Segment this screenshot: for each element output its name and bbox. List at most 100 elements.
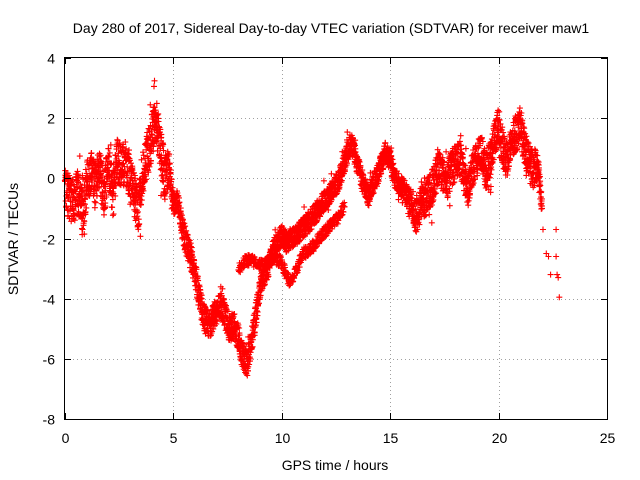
data-point [265,273,272,280]
data-point [195,277,202,284]
data-point [107,141,114,148]
data-point [253,319,260,326]
data-point [79,187,86,194]
data-point [98,200,105,207]
data-point [111,167,118,174]
data-point [554,271,561,278]
data-point [151,77,158,84]
data-point [428,219,435,226]
data-point [134,208,141,215]
data-point [344,160,350,167]
data-point [126,147,132,154]
data-point [193,266,200,273]
data-point [155,118,162,125]
x-tick-label: 15 [383,430,399,446]
data-point [235,321,242,328]
data-point [333,191,340,198]
data-point [151,104,158,111]
data-point [122,139,129,145]
data-point [328,196,335,203]
data-point [149,131,156,138]
data-point [161,196,168,203]
data-point [88,150,95,156]
data-points [61,77,563,379]
data-point [83,204,90,211]
data-point [151,83,157,90]
data-point [157,126,164,133]
data-point [344,129,351,136]
data-point [553,226,560,233]
data-point [140,187,147,194]
data-point [304,230,311,237]
data-point [129,167,136,174]
data-point [241,341,248,348]
data-point [236,325,243,331]
data-point [146,163,153,170]
data-point [81,218,88,225]
data-point [91,198,98,205]
data-point [176,199,183,206]
y-tick-label: -8 [43,412,56,428]
data-point [540,226,546,233]
data-point [74,168,81,175]
data-point [140,149,146,156]
data-point [77,181,84,187]
data-point [79,226,86,233]
data-point [134,213,141,220]
data-point [120,160,127,167]
y-tick-label: -6 [43,352,56,368]
data-point [221,301,228,308]
data-point [158,131,165,138]
data-point [224,308,231,315]
data-point [154,112,161,119]
x-tick-label: 0 [62,430,70,446]
data-point [99,174,106,181]
data-point [177,210,184,217]
data-point [189,253,196,260]
data-point [167,167,174,173]
grid-lines [65,58,607,419]
data-point [109,212,116,219]
data-point [137,233,144,240]
data-point [138,201,144,208]
data-point [192,263,199,270]
data-point [152,107,159,114]
data-point [130,194,137,201]
y-tick-label: -4 [43,292,56,308]
data-point [130,169,137,176]
data-point [256,300,262,307]
data-point [83,170,90,177]
data-point [102,200,109,207]
data-point [143,176,150,183]
data-point [177,205,184,212]
data-point [320,177,327,184]
data-point [91,204,98,211]
data-point [92,199,99,206]
data-point [107,161,114,168]
x-tick-label: 25 [600,430,616,446]
x-tick-label: 20 [492,430,508,446]
data-point [136,220,143,227]
data-point [251,332,258,339]
data-point [261,281,268,288]
data-point [547,271,554,278]
y-tick-label: 4 [47,51,55,67]
data-point [112,192,119,199]
data-point [272,226,279,233]
data-point [301,204,308,210]
data-point [76,174,82,181]
x-tick-labels: 0 5 10 15 20 25 [62,430,616,446]
x-axis-label: GPS time / hours [282,457,389,473]
data-point [213,316,220,323]
data-point [139,190,146,197]
data-point [166,160,173,167]
data-point [123,145,130,152]
data-point [166,151,173,158]
data-point [105,145,112,152]
data-point [342,159,349,165]
data-point [101,211,107,218]
data-point [147,158,154,164]
data-point [219,285,226,292]
data-point [352,137,359,144]
